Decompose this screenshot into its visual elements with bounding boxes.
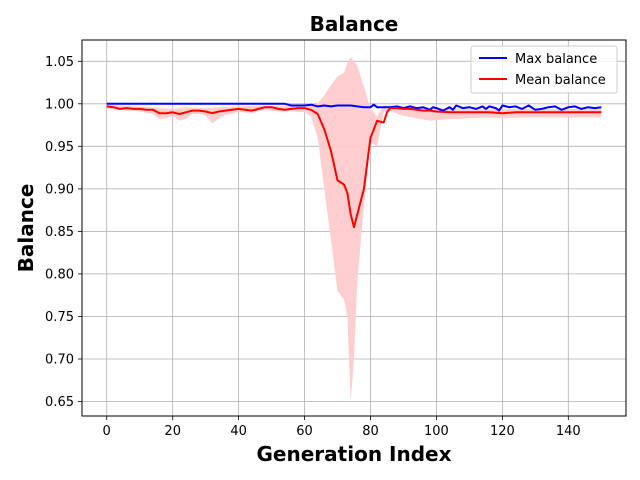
legend-box xyxy=(470,45,618,94)
y-axis-ticks: 0.65 0.70 0.75 0.80 0.85 0.90 0.95 1.00 1.05 xyxy=(45,55,82,410)
y-tick-label: 0.65 xyxy=(45,395,74,410)
y-axis-label: Balance xyxy=(14,184,38,273)
legend: Max balance Mean balance xyxy=(470,45,618,94)
x-tick-label: 80 xyxy=(362,424,379,439)
mean-balance-band xyxy=(106,57,602,402)
legend-label-mean-balance: Mean balance xyxy=(515,73,606,88)
y-tick-label: 0.90 xyxy=(45,182,74,197)
plot-frame xyxy=(81,39,627,417)
max-balance-line xyxy=(106,102,602,112)
y-tick-label: 0.80 xyxy=(45,267,74,282)
x-axis-ticks: 0 20 40 60 80 100 120 140 xyxy=(103,416,581,439)
mean-balance-line xyxy=(106,105,602,229)
x-tick-label: 120 xyxy=(490,424,515,439)
y-tick-label: 0.85 xyxy=(45,225,74,240)
band-layer xyxy=(106,57,602,402)
x-tick-label: 100 xyxy=(424,424,449,439)
legend-label-max-balance: Max balance xyxy=(515,52,597,67)
x-axis-label: Generation Index xyxy=(257,442,452,466)
series-layer xyxy=(106,102,602,229)
chart-title: Balance xyxy=(310,12,399,36)
x-tick-label: 140 xyxy=(556,424,581,439)
y-tick-label: 0.75 xyxy=(45,310,74,325)
y-tick-label: 0.95 xyxy=(45,140,74,155)
x-tick-label: 0 xyxy=(103,424,111,439)
y-tick-label: 1.05 xyxy=(45,55,74,70)
x-tick-label: 60 xyxy=(296,424,313,439)
y-tick-label: 0.70 xyxy=(45,353,74,368)
x-tick-label: 40 xyxy=(230,424,247,439)
x-tick-label: 20 xyxy=(164,424,181,439)
y-tick-label: 1.00 xyxy=(45,97,74,112)
